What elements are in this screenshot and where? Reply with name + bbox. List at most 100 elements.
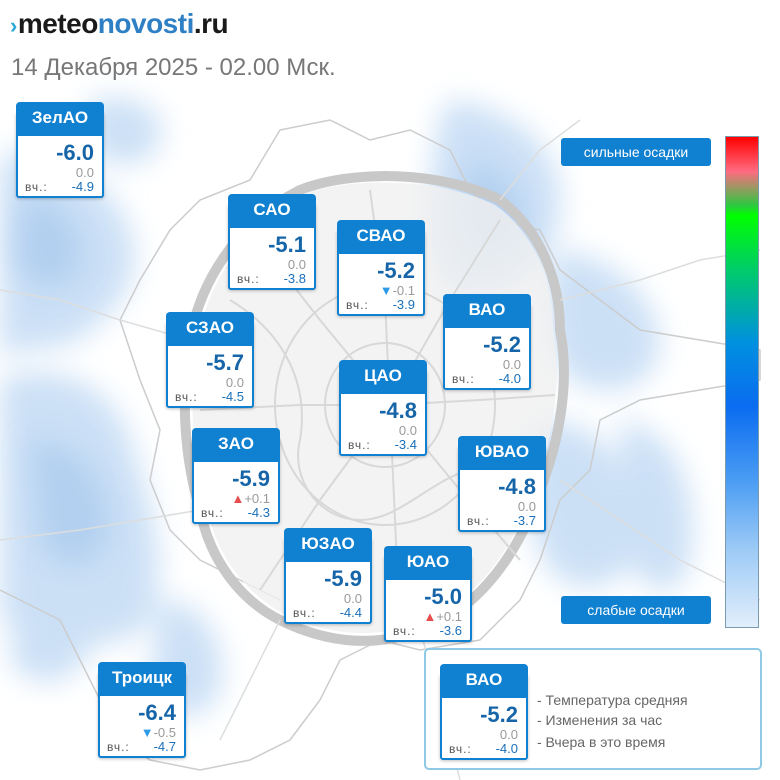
district-hourly-change: 0.0 [76,166,94,180]
district-yesterday-temp: -4.4 [339,605,362,620]
yesterday-label: вч.: [25,180,48,194]
yesterday-label: вч.: [393,624,416,638]
yesterday-label: вч.: [449,742,472,756]
yesterday-label: вч.: [293,606,316,620]
district-hourly-change: 0.0 [399,424,417,438]
district-hourly-change: 0.0 [344,592,362,606]
legend-yesterday-temp: -4.0 [495,741,518,756]
district-temperature: -4.8 [498,474,536,499]
district-temperature: -6.0 [56,140,94,165]
legend-example-card: ВАО -5.2 0.0 вч.: -4.0 [440,664,528,760]
district-yesterday-temp: -3.6 [439,623,462,638]
district-yesterday-temp: -3.7 [513,513,536,528]
logo-text-meteo: meteo [17,8,98,39]
district-card-sao[interactable]: САО -5.1 0.0 вч.: -3.8 [228,194,316,290]
trend-down-arrow-icon: ▼ [379,283,393,298]
district-yesterday-temp: -3.8 [283,271,306,286]
yesterday-label: вч.: [107,740,130,754]
district-hourly-change: 0.0 [226,376,244,390]
district-temperature: -4.8 [379,398,417,423]
district-card-yuzao[interactable]: ЮЗАО -5.9 0.0 вч.: -4.4 [284,528,372,624]
legend-hourly-change: 0.0 [500,728,518,742]
district-card-svao[interactable]: СВАО -5.2 ▼-0.1 вч.: -3.9 [337,220,425,316]
precip-weak-label: слабые осадки [561,596,711,624]
trend-up-arrow-icon: ▲ [231,491,245,506]
yesterday-label: вч.: [175,390,198,404]
change-value: 0.0 [502,357,521,372]
logo-text-domain: .ru [193,8,229,39]
district-yesterday-temp: -3.4 [394,437,417,452]
change-value: 0.0 [287,257,306,272]
district-name: ВАО [443,294,531,328]
district-yesterday-temp: -4.5 [221,389,244,404]
district-card-zao[interactable]: ЗАО -5.9 ▲+0.1 вч.: -4.3 [192,428,280,524]
district-temperature: -6.4 [138,700,176,725]
precipitation-color-scale [725,136,759,628]
district-name: СЗАО [166,312,254,346]
district-temperature: -5.9 [324,566,362,591]
legend-temperature: -5.2 [480,702,518,727]
district-card-szao[interactable]: СЗАО -5.7 0.0 вч.: -4.5 [166,312,254,408]
yesterday-label: вч.: [346,298,369,312]
district-card-yuao[interactable]: ЮАО -5.0 ▲+0.1 вч.: -3.6 [384,546,472,642]
district-card-troitsk[interactable]: Троицк -6.4 ▼-0.5 вч.: -4.7 [98,662,186,758]
district-card-vao[interactable]: ВАО -5.2 0.0 вч.: -4.0 [443,294,531,390]
district-name: Троицк [98,662,186,696]
site-logo[interactable]: ›meteonovosti.ru [10,8,229,40]
precip-strong-label: сильные осадки [561,138,711,166]
change-value: 0.0 [75,165,94,180]
logo-text-novosti: novosti [97,8,195,39]
change-value: 0.0 [398,423,417,438]
district-hourly-change: 0.0 [518,500,536,514]
legend-box: ВАО -5.2 0.0 вч.: -4.0 - Температура сре… [424,648,762,770]
district-hourly-change: ▼-0.5 [141,726,176,740]
district-hourly-change: ▼-0.1 [380,284,415,298]
district-hourly-change: 0.0 [288,258,306,272]
trend-up-arrow-icon: ▲ [423,609,437,624]
change-value: 0.0 [517,499,536,514]
district-name: ЗАО [192,428,280,462]
change-value: 0.0 [343,591,362,606]
district-card-cao[interactable]: ЦАО -4.8 0.0 вч.: -3.4 [339,360,427,456]
yesterday-label: вч.: [237,272,260,286]
district-yesterday-temp: -4.3 [247,505,270,520]
district-name: СВАО [337,220,425,254]
district-name: ЮЗАО [284,528,372,562]
legend-desc-temperature: - Температура средняя [537,692,688,708]
change-value: -0.1 [392,283,415,298]
district-name: ЮВАО [458,436,546,470]
district-card-zelao[interactable]: ЗелАО -6.0 0.0 вч.: -4.9 [16,102,104,198]
district-yesterday-temp: -4.9 [71,179,94,194]
district-yesterday-temp: -3.9 [392,297,415,312]
district-temperature: -5.2 [483,332,521,357]
change-value: 0.0 [499,727,518,742]
change-value: 0.0 [225,375,244,390]
yesterday-label: вч.: [348,438,371,452]
district-hourly-change: ▲+0.1 [423,610,462,624]
district-yesterday-temp: -4.0 [498,371,521,386]
district-yesterday-temp: -4.7 [153,739,176,754]
logo-chevron-icon: › [10,13,17,38]
change-value: +0.1 [244,491,270,506]
yesterday-label: вч.: [452,372,475,386]
change-value: +0.1 [436,609,462,624]
district-name: ЮАО [384,546,472,580]
yesterday-label: вч.: [467,514,490,528]
district-temperature: -5.0 [424,584,462,609]
district-name: ЗелАО [16,102,104,136]
district-hourly-change: 0.0 [503,358,521,372]
district-hourly-change: ▲+0.1 [231,492,270,506]
legend-district-name: ВАО [440,664,528,698]
page-subtitle-date: 14 Декабря 2025 - 02.00 Мск. [11,54,336,81]
district-temperature: -5.9 [232,466,270,491]
legend-desc-yesterday: - Вчера в это время [537,734,666,750]
change-value: -0.5 [153,725,176,740]
district-card-yuvao[interactable]: ЮВАО -4.8 0.0 вч.: -3.7 [458,436,546,532]
district-temperature: -5.1 [268,232,306,257]
trend-down-arrow-icon: ▼ [140,725,154,740]
district-name: ЦАО [339,360,427,394]
district-name: САО [228,194,316,228]
yesterday-label: вч.: [201,506,224,520]
legend-desc-change: - Изменения за час [537,712,663,728]
district-temperature: -5.7 [206,350,244,375]
